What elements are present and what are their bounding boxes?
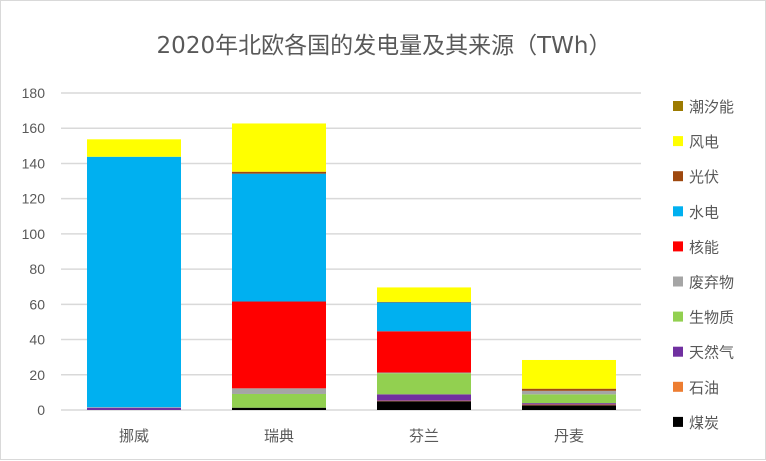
legend-item: 生物质 [673, 309, 734, 327]
bar-segment-瑞典-核能 [232, 301, 326, 389]
legend-item: 煤炭 [673, 414, 719, 432]
legend-item: 废弃物 [673, 274, 734, 292]
bar-segment-挪威-废弃物 [87, 407, 181, 408]
bar-segment-芬兰-煤炭 [377, 401, 471, 410]
legend-item: 石油 [673, 379, 719, 397]
x-category-label: 芬兰 [409, 427, 439, 445]
y-tick-label: 100 [22, 226, 46, 242]
legend-swatch [673, 381, 683, 392]
bar-segment-芬兰-生物质 [377, 373, 471, 395]
bar-segment-瑞典-煤炭 [232, 407, 326, 410]
legend-item: 风电 [673, 133, 719, 151]
legend-label: 废弃物 [689, 274, 734, 292]
bar-segment-瑞典-风电 [232, 123, 326, 172]
y-tick-label: 0 [37, 402, 45, 418]
x-category-label: 挪威 [119, 427, 149, 445]
legend-item: 光伏 [673, 168, 719, 186]
bar-segment-芬兰-废弃物 [377, 372, 471, 374]
bar-segment-丹麦-风电 [522, 359, 616, 389]
bar-segment-芬兰-天然气 [377, 394, 471, 401]
legend-swatch [673, 206, 683, 217]
legend-label: 风电 [689, 133, 719, 151]
legend-swatch [673, 241, 683, 252]
legend-label: 光伏 [689, 168, 719, 186]
legend-swatch [673, 346, 683, 357]
legend-label: 天然气 [689, 344, 734, 362]
y-tick-label: 60 [29, 296, 45, 312]
legend-label: 煤炭 [689, 414, 719, 432]
bar-segment-丹麦-天然气 [522, 403, 616, 405]
legend-label: 生物质 [689, 309, 734, 327]
bar-segment-芬兰-核能 [377, 331, 471, 373]
legend-label: 水电 [689, 203, 719, 221]
y-tick-label: 80 [29, 261, 45, 277]
legend-swatch [673, 416, 683, 427]
bar-segment-瑞典-废弃物 [232, 388, 326, 394]
y-tick-label: 180 [22, 85, 46, 101]
y-tick-label: 40 [29, 332, 45, 348]
bar-segment-芬兰-光伏 [377, 301, 471, 303]
legend-label: 潮汐能 [689, 98, 734, 116]
legend-swatch [673, 311, 683, 322]
y-tick-label: 160 [22, 120, 46, 136]
bar-segment-芬兰-石油 [377, 400, 471, 402]
bar-segment-丹麦-废弃物 [522, 390, 616, 395]
legend-item: 水电 [673, 203, 719, 221]
bar-segment-丹麦-光伏 [522, 388, 616, 391]
legend-swatch [673, 136, 683, 147]
y-tick-label: 120 [22, 191, 46, 207]
bar-segment-丹麦-煤炭 [522, 405, 616, 410]
legend-swatch [673, 171, 683, 182]
bar-segment-挪威-天然气 [87, 407, 181, 410]
bar-segment-丹麦-生物质 [522, 394, 616, 404]
bar-segment-瑞典-光伏 [232, 171, 326, 174]
legend-item: 潮汐能 [673, 98, 734, 116]
x-category-label: 丹麦 [554, 427, 584, 445]
bar-segment-芬兰-风电 [377, 287, 471, 302]
bar-segment-挪威-风电 [87, 139, 181, 157]
legend-item: 核能 [673, 238, 719, 256]
y-tick-label: 20 [29, 367, 45, 383]
bar-segment-挪威-水电 [87, 156, 181, 408]
legend-label: 石油 [689, 379, 719, 397]
x-category-label: 瑞典 [264, 427, 294, 445]
legend-label: 核能 [689, 238, 719, 256]
bar-segment-芬兰-水电 [377, 302, 471, 332]
legend-swatch [673, 276, 683, 287]
y-tick-label: 140 [22, 155, 46, 171]
chart-title: 2020年北欧各国的发电量及其来源（TWh） [157, 33, 612, 59]
bar-segment-丹麦-石油 [522, 404, 616, 406]
legend-item: 天然气 [673, 344, 734, 362]
legend-swatch [673, 101, 683, 111]
bar-segment-瑞典-水电 [232, 173, 326, 302]
bar-segment-瑞典-生物质 [232, 393, 326, 408]
